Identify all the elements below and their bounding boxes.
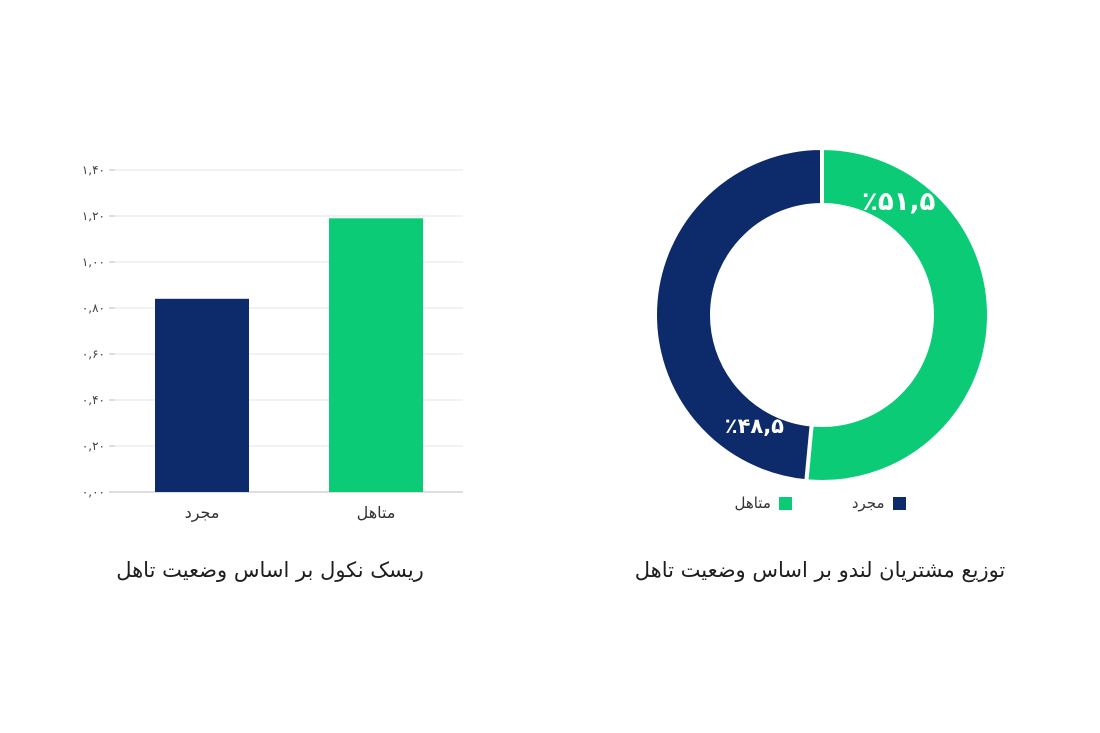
- y-tick-label: ۱,۴۰: [82, 163, 105, 177]
- donut-value-label-married: ٪۵۱,۵: [862, 187, 935, 217]
- legend-swatch-married: [778, 496, 792, 510]
- y-tick-label: ۱,۲۰: [82, 209, 105, 223]
- legend-item-married: متاهل: [734, 494, 792, 512]
- y-tick-label: ۰,۴۰: [82, 393, 105, 407]
- y-tick-label: ۰,۸۰: [82, 301, 105, 315]
- bar-chart: ۰,۰۰ ۰,۲۰ ۰,۴۰ ۰,۶۰ ۰,۸۰ ۱,۰۰ ۱,۲۰ ۱,۴۰ مجرد متاه…: [82, 163, 463, 523]
- donut-value-label-single: ٪۴۸,۵: [725, 414, 784, 438]
- x-tick-label: مجرد: [185, 503, 220, 523]
- y-tick-label: ۰,۶۰: [82, 347, 105, 361]
- legend-swatch-single: [892, 496, 906, 510]
- donut-slice-married: [804, 145, 991, 484]
- legend-label-married: متاهل: [734, 494, 771, 512]
- donut-legend: مجرد متاهل: [600, 494, 1040, 512]
- donut-slice-single: [653, 145, 824, 484]
- donut-chart-title: توزیع مشتریان لندو بر اساس وضعیت تاهل: [634, 558, 1006, 582]
- y-tick-label: ۰,۲۰: [82, 439, 105, 453]
- bar-single: [155, 298, 249, 492]
- x-tick-label: متاهل: [357, 503, 396, 522]
- legend-label-single: مجرد: [851, 494, 885, 512]
- y-tick-label: ۰,۰۰: [82, 485, 105, 499]
- donut-chart-panel: ٪۵۱,۵ ٪۴۸,۵ مجرد متاهل توزیع مشتریان لندو…: [600, 130, 1040, 600]
- y-tick-label: ۱,۰۰: [82, 255, 105, 269]
- bar-chart-title: ریسک نکول بر اساس وضعیت تاهل: [116, 558, 424, 582]
- legend-item-single: مجرد: [852, 494, 906, 512]
- bar-chart-panel: ۰,۰۰ ۰,۲۰ ۰,۴۰ ۰,۶۰ ۰,۸۰ ۱,۰۰ ۱,۲۰ ۱,۴۰ مجرد متاه…: [60, 150, 480, 600]
- bar-married: [329, 218, 423, 493]
- donut-chart: ٪۵۱,۵ ٪۴۸,۵: [653, 145, 991, 484]
